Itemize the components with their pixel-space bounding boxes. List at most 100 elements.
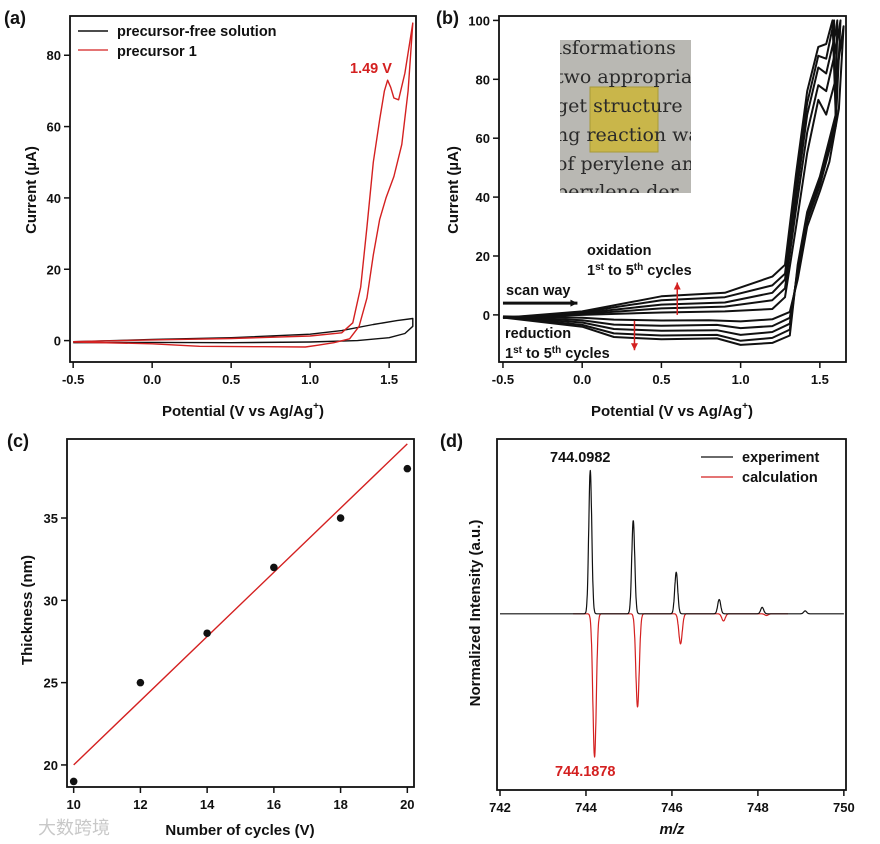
inset-text-line: two appropria <box>556 66 692 88</box>
inset-text-line: perylene der <box>556 181 679 203</box>
panel-label-c: (c) <box>7 431 29 451</box>
data-point <box>203 629 211 638</box>
x-tick-label-b: 0.5 <box>652 372 670 387</box>
inset-text-line: isformations <box>556 37 676 59</box>
y-tick-label-b: 100 <box>468 13 490 28</box>
x-tick-label-b: 0.0 <box>573 372 591 387</box>
legend-label-precursor-1: precursor 1 <box>117 44 197 60</box>
x-tick-label-b: 1.5 <box>811 372 829 387</box>
peak-annotation-1-49v: 1.49 V <box>350 61 392 77</box>
y-tick-label-c: 30 <box>44 593 58 608</box>
y-tick-label-c: 25 <box>44 676 58 691</box>
x-tick-label-c: 14 <box>200 797 215 812</box>
experiment-peak-label: 744.0982 <box>550 450 610 466</box>
plot-frame-b <box>498 15 847 363</box>
x-tick-label-c: 18 <box>333 797 347 812</box>
x-tick-label-a: 1.0 <box>301 372 319 387</box>
y-axis-label-b: Current (µA) <box>445 146 462 234</box>
cv-curve-precursor-1 <box>73 22 414 348</box>
scan-way-arrow-head <box>570 299 578 307</box>
y-axis-label-c: Thickness (nm) <box>19 555 36 665</box>
data-point <box>336 514 345 522</box>
panel-label-d: (d) <box>440 431 463 451</box>
legend-label-precursor-free: precursor-free solution <box>117 24 277 40</box>
x-tick-label-d: 744 <box>575 800 597 815</box>
legend-label-experiment: experiment <box>742 450 820 466</box>
x-axis-label-c: Number of cycles (V) <box>165 822 314 839</box>
plot-area-d <box>499 469 845 758</box>
x-tick-label-c: 16 <box>267 797 281 812</box>
cv-curve-cycle-2 <box>502 19 842 330</box>
x-tick-label-c: 10 <box>66 797 80 812</box>
panel-label-a: (a) <box>4 8 26 28</box>
y-tick-label-a: 0 <box>54 334 61 349</box>
y-tick-label-c: 20 <box>44 758 58 773</box>
x-tick-label-b: 1.0 <box>732 372 750 387</box>
linear-fit-line <box>73 443 408 766</box>
scan-way-label: scan way <box>506 283 571 299</box>
data-point <box>136 678 145 687</box>
oxidation-arrow-head <box>673 282 681 290</box>
panel-b: -0.5 0.0 0.5 1.0 1.5 0 20 40 60 80 100 <box>468 13 847 387</box>
plot-area-c <box>69 443 412 786</box>
plot-area-b <box>502 19 845 346</box>
x-tick-label-c: 12 <box>133 797 147 812</box>
cv-curve-cycle-1 <box>502 25 845 323</box>
reduction-arrow-head <box>630 343 638 351</box>
cv-curve-cycle-5 <box>502 19 837 346</box>
cv-curve-precursor-free-solution <box>73 317 414 344</box>
inset-text-line: of perylene an <box>556 153 694 175</box>
oxidation-label: oxidation <box>587 243 651 259</box>
plot-area-a <box>73 22 414 348</box>
reduction-label: reduction <box>505 326 571 342</box>
x-tick-label-d: 748 <box>747 800 769 815</box>
data-point <box>69 777 78 786</box>
x-tick-label-d: 742 <box>489 800 511 815</box>
y-axis-label-a: Current (µA) <box>23 146 40 234</box>
x-tick-label-a: 0.0 <box>143 372 161 387</box>
y-tick-label-b: 40 <box>476 190 490 205</box>
panel-label-b: (b) <box>436 8 459 28</box>
x-tick-label-b: -0.5 <box>492 372 514 387</box>
y-tick-label-a: 80 <box>47 48 61 63</box>
calculation-peak-label: 744.1878 <box>555 764 615 780</box>
y-tick-label-b: 80 <box>476 72 490 87</box>
panel-a: -0.5 0.0 0.5 1.0 1.5 0 20 40 60 80 <box>47 15 417 387</box>
y-tick-label-a: 40 <box>47 191 61 206</box>
x-tick-label-a: 1.5 <box>380 372 398 387</box>
plot-frame-d <box>496 438 847 791</box>
y-tick-label-a: 20 <box>47 262 61 277</box>
y-tick-label-b: 60 <box>476 131 490 146</box>
x-tick-label-c: 20 <box>400 797 414 812</box>
plot-frame-c <box>66 438 415 788</box>
x-tick-label-d: 746 <box>661 800 683 815</box>
plots-layer: -0.5 0.0 0.5 1.0 1.5 0 20 40 60 80 -0.5 0.0 0.5 1.0 1.… <box>44 13 855 815</box>
x-axis-label-a: Potential (V vs Ag/Ag+) <box>162 401 324 420</box>
x-tick-label-a: -0.5 <box>62 372 84 387</box>
panel-c: 10 12 14 16 18 20 20 25 30 35 <box>44 438 415 812</box>
x-axis-label-d: m/z <box>659 821 685 838</box>
reduction-cycles-label: 1st to 5th cycles <box>505 345 610 362</box>
x-tick-label-d: 750 <box>833 800 855 815</box>
y-tick-label-b: 0 <box>483 308 490 323</box>
oxidation-cycles-label: 1st to 5th cycles <box>587 262 692 279</box>
y-axis-label-d: Normalized Intensity (a.u.) <box>467 520 484 707</box>
inset-film-square <box>589 86 659 153</box>
cv-curve-cycle-3 <box>502 19 839 336</box>
inset-text-line: get structure <box>556 95 683 117</box>
spectrum-experiment <box>499 469 845 615</box>
plot-frame-a <box>69 15 417 363</box>
data-point <box>270 563 278 572</box>
inset-text-line: ng reaction wa <box>556 124 700 146</box>
spectrum-calculation <box>572 613 789 758</box>
y-tick-label-a: 60 <box>47 120 61 135</box>
inset-photo: isformations two appropria get structure… <box>556 37 700 203</box>
data-point <box>403 464 412 473</box>
watermark: 大数跨境 <box>38 818 110 838</box>
y-tick-label-b: 20 <box>476 249 490 264</box>
legend-label-calculation: calculation <box>742 470 818 486</box>
x-axis-label-b: Potential (V vs Ag/Ag+) <box>591 401 753 420</box>
panel-d: 742 744 746 748 750 <box>489 438 855 815</box>
x-tick-label-a: 0.5 <box>222 372 240 387</box>
